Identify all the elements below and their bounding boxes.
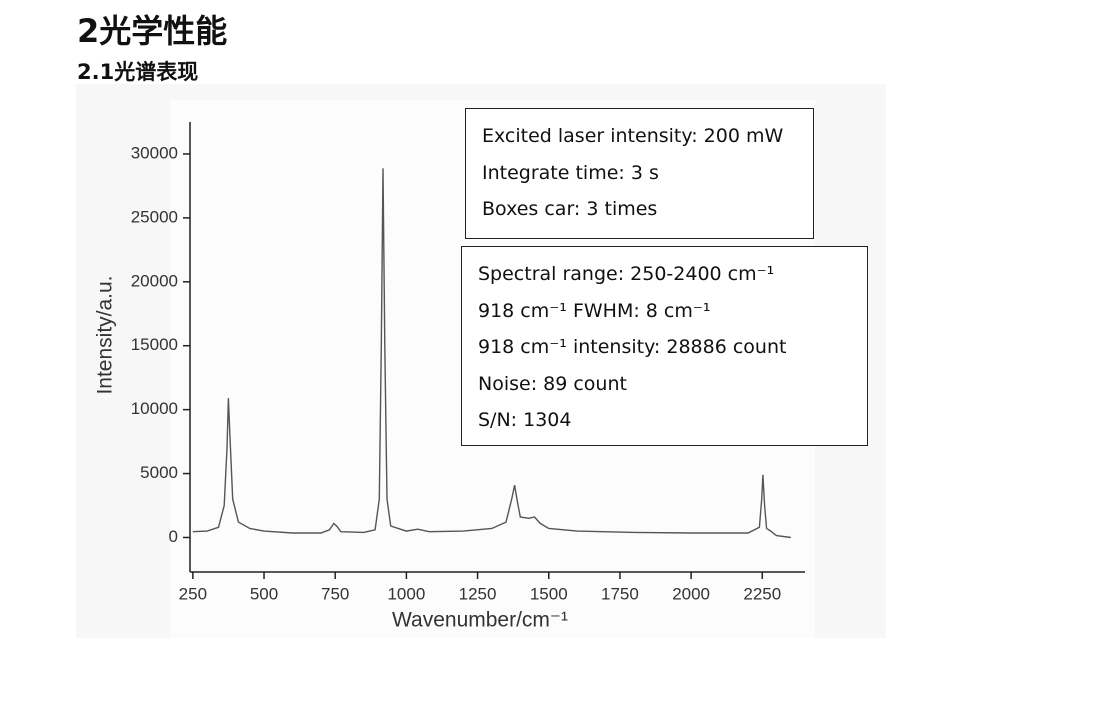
x-tick-label: 1750 — [601, 584, 639, 603]
y-tick-label: 10000 — [131, 399, 178, 418]
y-tick-label: 20000 — [131, 271, 178, 290]
y-tick-label: 5000 — [140, 463, 178, 482]
y-tick-label: 0 — [169, 527, 178, 546]
y-tick-label: 15000 — [131, 335, 178, 354]
x-tick-label: 1000 — [387, 584, 425, 603]
annotation-box: Spectral range: 250-2400 cm⁻¹ 918 cm⁻¹ FW… — [461, 246, 868, 446]
y-tick-label: 30000 — [131, 143, 178, 162]
x-tick-label: 1500 — [530, 584, 568, 603]
x-tick-label: 1250 — [459, 584, 497, 603]
annotation-text: 918 cm⁻¹ intensity: 28886 count — [478, 336, 787, 358]
annotation-text: Spectral range: 250-2400 cm⁻¹ — [478, 263, 775, 285]
x-tick-label: 2250 — [743, 584, 781, 603]
annotation-text: Excited laser intensity: 200 mW — [482, 125, 784, 147]
y-tick-label: 25000 — [131, 207, 178, 226]
annotation-text: Boxes car: 3 times — [482, 198, 658, 220]
annotation-box: Excited laser intensity: 200 mW Integrate… — [465, 108, 814, 239]
annotation-text: Integrate time: 3 s — [482, 161, 659, 184]
x-axis-label: Wavenumber/cm⁻¹ — [392, 609, 568, 632]
annotation-text: Noise: 89 count — [478, 372, 627, 395]
spectrum-line — [192, 168, 791, 539]
x-tick-label: 750 — [321, 584, 349, 603]
annotation-text: S/N: 1304 — [478, 409, 572, 431]
page-title: 2光学性能 — [77, 12, 228, 50]
x-tick-label: 500 — [250, 584, 278, 603]
y-axis-label: Intensity/a.u. — [94, 275, 117, 394]
x-tick-label: 2000 — [672, 584, 710, 603]
annotation-text: 918 cm⁻¹ FWHM: 8 cm⁻¹ — [478, 299, 711, 322]
section-title: 2.1光谱表现 — [77, 60, 199, 84]
x-tick-label: 250 — [179, 584, 207, 603]
